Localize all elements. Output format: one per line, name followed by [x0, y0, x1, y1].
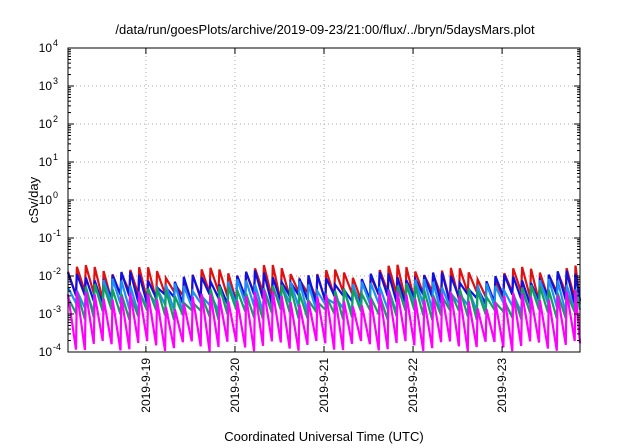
- y-tick-label-exponent: 3: [53, 76, 58, 86]
- y-tick-label: 10: [39, 155, 53, 169]
- x-tick-label: 2019-9-19: [139, 358, 153, 413]
- y-tick-label-exponent: -4: [53, 342, 61, 352]
- y-tick-label-exponent: 0: [53, 190, 58, 200]
- x-tick-label: 2019-9-21: [317, 358, 331, 413]
- y-tick-label: 10: [39, 269, 53, 283]
- y-tick-label: 10: [39, 307, 53, 321]
- grid: [68, 48, 580, 352]
- x-tick-label: 2019-9-22: [406, 358, 420, 413]
- y-tick-label: 10: [39, 41, 53, 55]
- y-tick-label: 10: [39, 79, 53, 93]
- y-tick-label: 10: [39, 117, 53, 131]
- series-lines: [66, 264, 582, 352]
- series-line-5: [66, 289, 582, 352]
- x-axis: 2019-9-19 2019-9-20 2019-9-21 2019-9-22 2019…: [139, 48, 509, 413]
- y-tick-label-exponent: -1: [53, 228, 61, 238]
- y-tick-label: 10: [39, 345, 53, 359]
- y-tick-label-exponent: 4: [53, 38, 58, 48]
- x-tick-label: 2019-9-23: [495, 358, 509, 413]
- chart-title: /data/run/goesPlots/archive/2019-09-23/2…: [115, 22, 535, 37]
- y-tick-label-exponent: 1: [53, 152, 58, 162]
- x-tick-label: 2019-9-20: [228, 358, 242, 413]
- y-tick-label: 10: [39, 193, 53, 207]
- y-tick-label-exponent: -2: [53, 266, 61, 276]
- x-axis-title: Coordinated Universal Time (UTC): [224, 429, 423, 444]
- y-tick-label: 10: [39, 231, 53, 245]
- y-tick-label-exponent: 2: [53, 114, 58, 124]
- y-tick-label-exponent: -3: [53, 304, 61, 314]
- y-axis-title: cSv/day: [26, 176, 41, 223]
